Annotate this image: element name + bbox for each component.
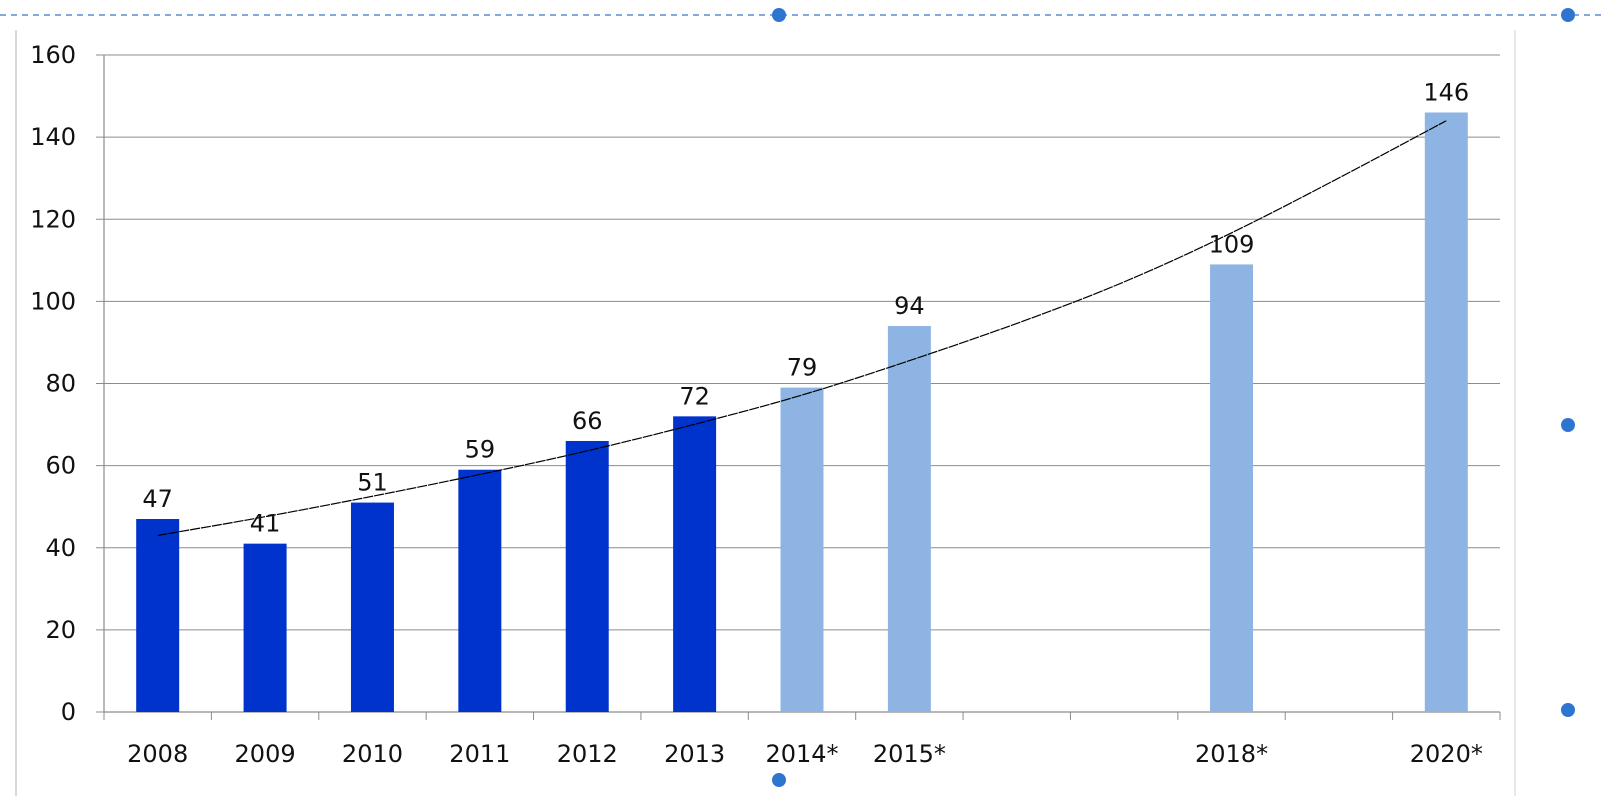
data-label-2010: 51 [357, 469, 388, 497]
x-tick-label-2008: 2008 [127, 740, 188, 768]
bar-2011 [458, 469, 502, 712]
data-label-2013: 72 [679, 382, 710, 410]
y-tick-label-80: 80 [45, 370, 76, 398]
x-tick-label-2009: 2009 [235, 740, 296, 768]
y-tick-label-120: 120 [30, 205, 76, 233]
data-label-2009: 41 [250, 510, 281, 538]
x-tick-label-2012: 2012 [557, 740, 618, 768]
bar-2018-forecast [1210, 264, 1254, 712]
data-label-2020-forecast: 146 [1423, 78, 1469, 106]
data-label-2014-forecast: 79 [787, 354, 818, 382]
x-tick-label-2010: 2010 [342, 740, 403, 768]
data-label-2018-forecast: 109 [1209, 230, 1255, 258]
y-tick-label-0: 0 [61, 698, 76, 726]
selection-handle-4[interactable] [1561, 703, 1575, 717]
bar-2020-forecast [1424, 112, 1468, 713]
bar-2012 [565, 440, 609, 712]
x-tick-label-2011: 2011 [449, 740, 510, 768]
bar-2014-forecast [780, 387, 824, 712]
y-tick-label-140: 140 [30, 123, 76, 151]
bar-2010 [350, 502, 394, 712]
y-tick-label-20: 20 [45, 616, 76, 644]
bar-2009 [243, 543, 287, 712]
selection-handle-2[interactable] [1561, 8, 1575, 22]
y-tick-label-160: 160 [30, 41, 76, 69]
bar-2013 [673, 416, 717, 712]
data-label-2008: 47 [142, 485, 173, 513]
trendline [157, 120, 1447, 537]
selection-handle-3[interactable] [1561, 418, 1575, 432]
selection-handle-1[interactable] [772, 8, 786, 22]
x-tick-label-2020-forecast: 2020* [1410, 740, 1483, 768]
selection-frame[interactable] [0, 8, 1604, 796]
y-tick-label-100: 100 [30, 287, 76, 315]
x-tick-label-2015-forecast: 2015* [873, 740, 946, 768]
x-tick-label-2018-forecast: 2018* [1195, 740, 1268, 768]
x-tick-label-2013: 2013 [664, 740, 725, 768]
y-tick-label-40: 40 [45, 534, 76, 562]
bar-2015-forecast [887, 326, 931, 712]
x-tick-label-2014-forecast: 2014* [765, 740, 838, 768]
bar-2008 [136, 519, 180, 712]
data-label-2012: 66 [572, 407, 603, 435]
data-label-2011: 59 [465, 436, 496, 464]
labels: 0 20 40 60 80 100 120 140 160 2008 2009 2010 2011 201… [30, 41, 1483, 768]
bars [136, 112, 1468, 713]
data-label-2015-forecast: 94 [894, 292, 925, 320]
trendline-curve [157, 120, 1447, 537]
y-tick-label-60: 60 [45, 452, 76, 480]
selection-handle-5[interactable] [772, 773, 786, 787]
